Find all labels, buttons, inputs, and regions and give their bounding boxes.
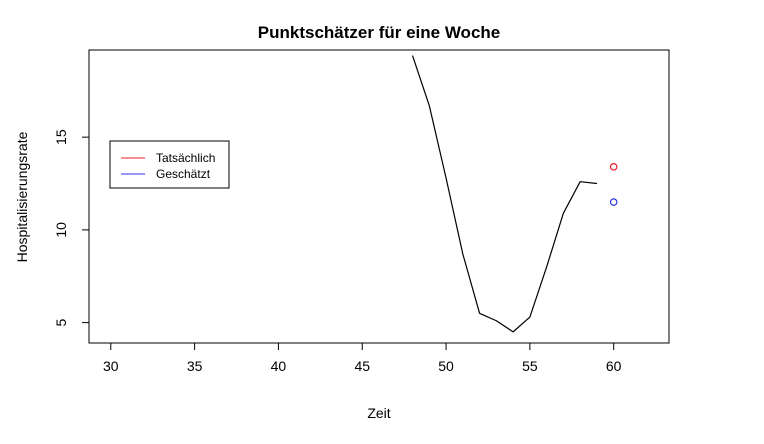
x-tick-label: 30 (103, 358, 119, 374)
chart-title: Punktschätzer für eine Woche (258, 23, 500, 42)
x-axis-label: Zeit (367, 405, 390, 421)
y-tick-label: 10 (53, 222, 69, 238)
x-tick-label: 35 (187, 358, 203, 374)
x-tick-label: 55 (522, 358, 538, 374)
x-tick-label: 60 (606, 358, 622, 374)
x-tick-label: 45 (354, 358, 370, 374)
x-tick-label: 50 (438, 358, 454, 374)
y-axis: 5 10 15 (53, 129, 90, 326)
y-axis-label: Hospitalisierungsrate (14, 131, 30, 262)
legend: Tatsächlich Geschätzt (109, 140, 230, 189)
legend-label-tatsaechlich: Tatsächlich (156, 151, 215, 165)
point-geschätzt (609, 198, 618, 206)
series-layer (411, 55, 618, 333)
y-tick-label: 15 (53, 129, 69, 145)
plot-frame (88, 49, 670, 344)
series-line-observed (411, 55, 597, 333)
x-tick-label: 40 (271, 358, 287, 374)
legend-label-geschaetzt: Geschätzt (156, 167, 211, 181)
legend-box (109, 140, 230, 189)
y-tick-label: 5 (53, 318, 69, 326)
point-tatsächlich (609, 163, 618, 171)
x-axis: 30 35 40 45 50 55 60 (103, 342, 622, 374)
